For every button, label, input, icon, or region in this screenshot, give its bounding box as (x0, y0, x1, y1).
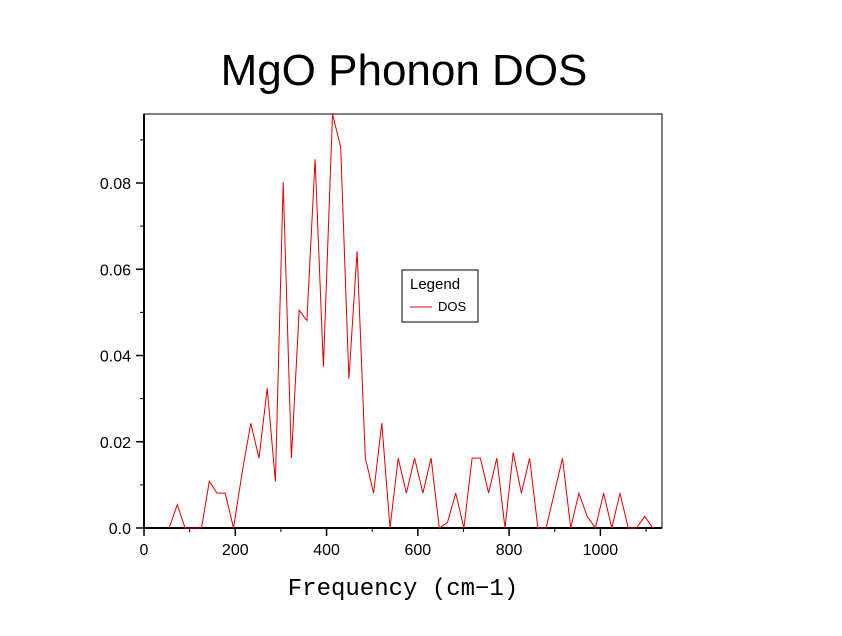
x-tick-label-600: 600 (404, 542, 431, 559)
series-line-dos (168, 113, 654, 530)
y-tick-label-4: 0.08 (100, 176, 131, 193)
x-tick-label-0: 0 (140, 542, 149, 559)
y-tick-label-0: 0.0 (109, 521, 131, 538)
chart-title: MgO Phonon DOS (220, 46, 588, 95)
y-tick-label-1: 0.02 (100, 435, 131, 452)
x-axis-label: Frequency (cm−1) (287, 576, 519, 603)
y-tick-label-3: 0.06 (100, 262, 131, 279)
legend-box (401, 269, 479, 323)
x-tick-label-400: 400 (313, 542, 340, 559)
x-tick-label-200: 200 (222, 542, 249, 559)
legend-label-dos: DOS (438, 299, 467, 314)
x-tick-label-1000: 1000 (583, 542, 619, 559)
x-tick-label-800: 800 (496, 542, 523, 559)
legend-title: Legend (410, 276, 460, 293)
y-tick-label-2: 0.04 (100, 349, 131, 366)
